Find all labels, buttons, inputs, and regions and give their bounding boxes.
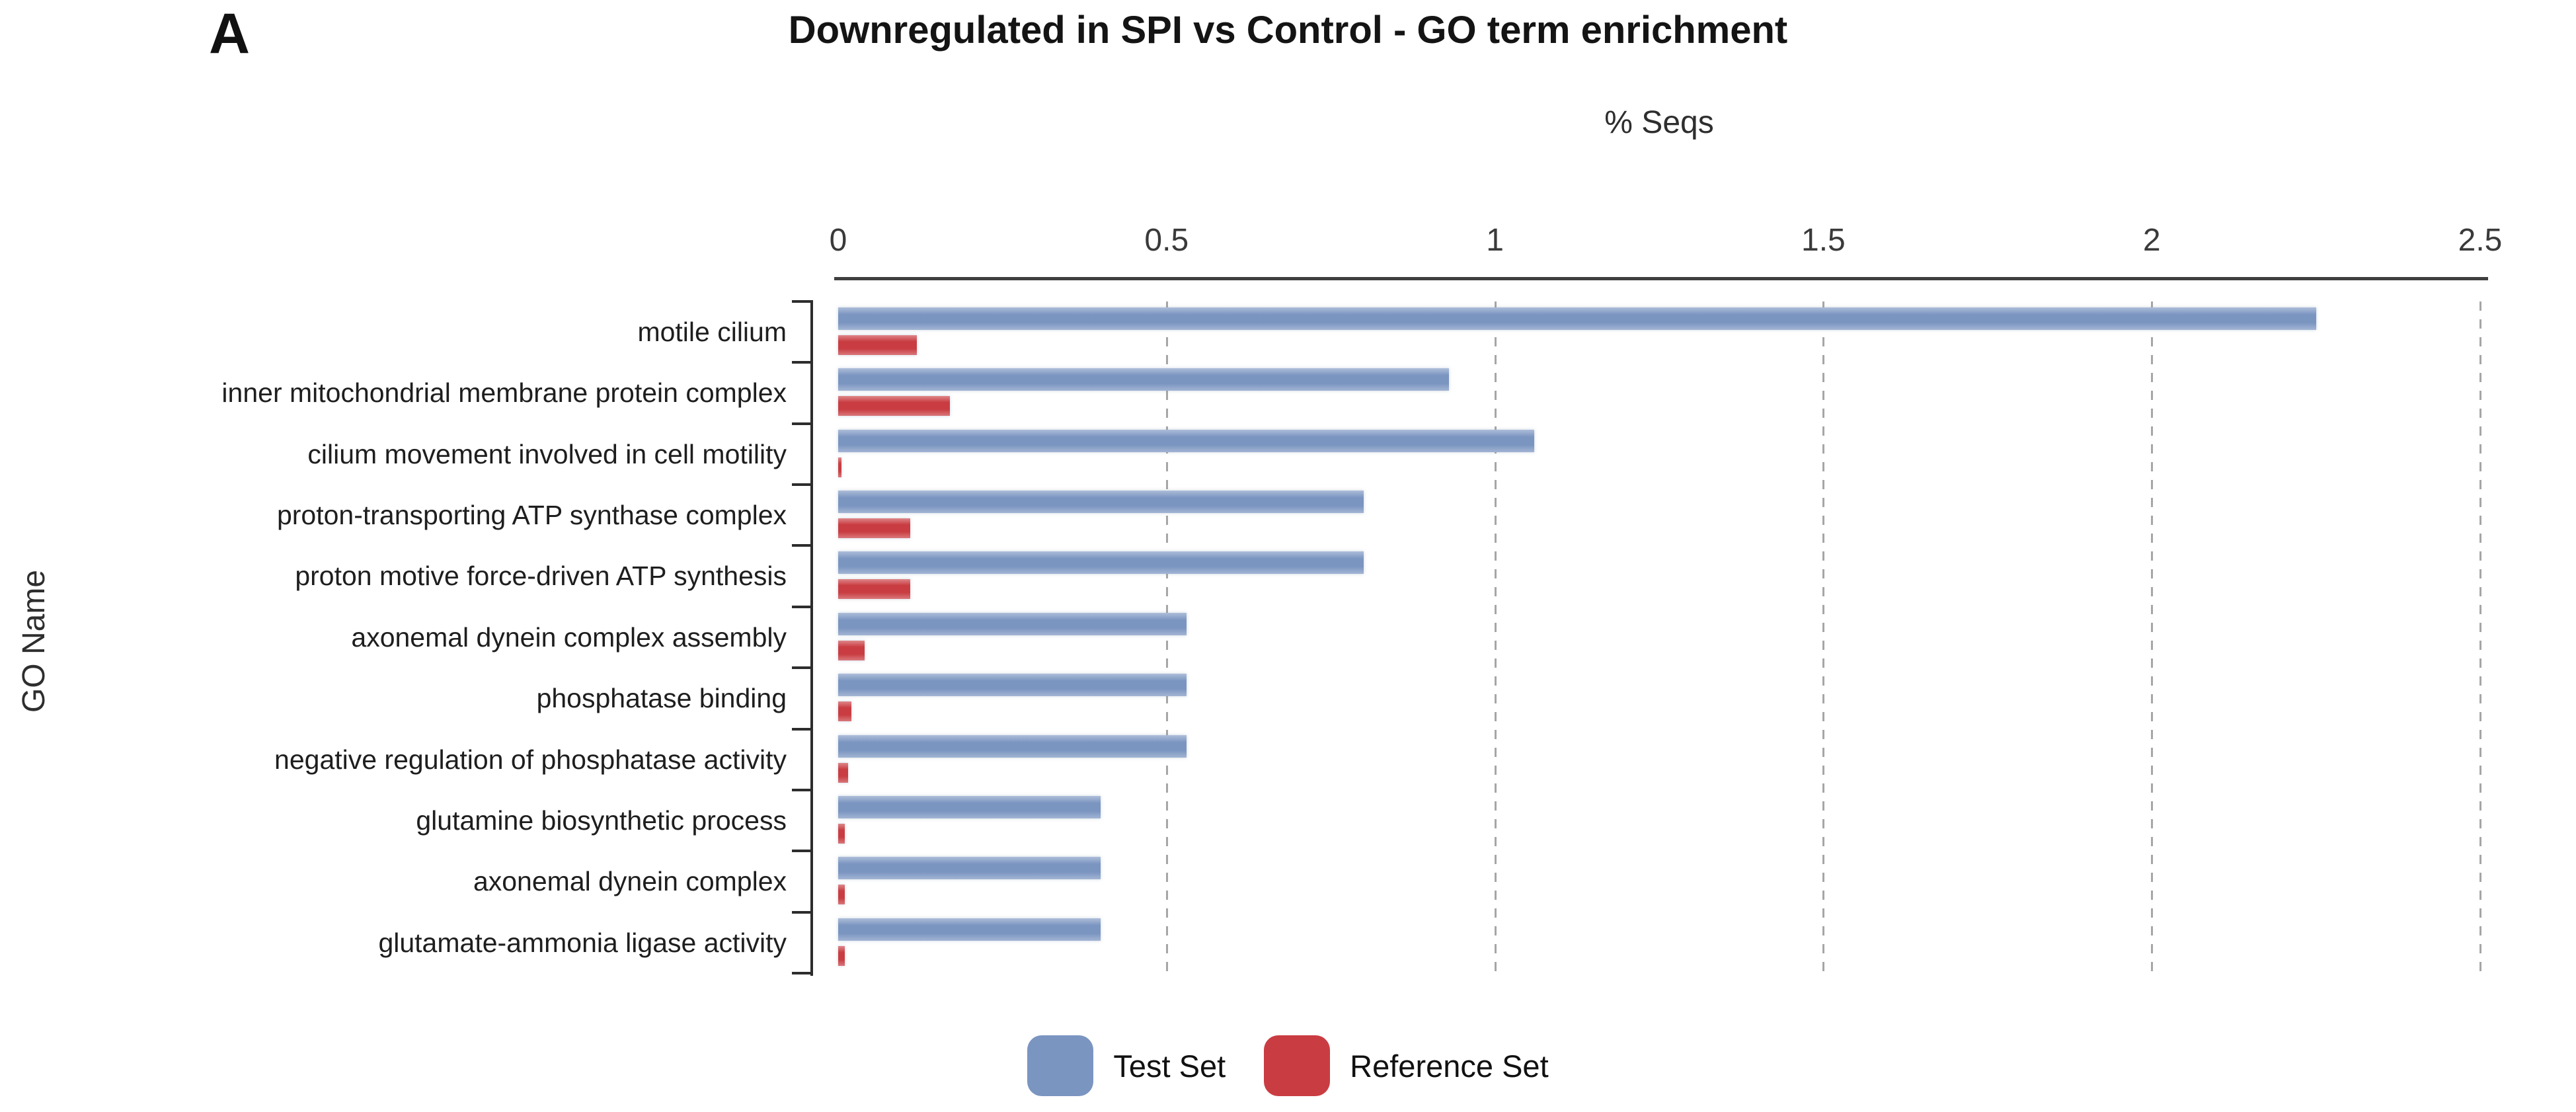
legend: Test Set Reference Set [0, 1033, 2576, 1099]
gridline [1165, 301, 1168, 973]
x-tick-label: 1.5 [1801, 223, 1846, 258]
reference-set-bar [838, 945, 845, 966]
test-set-bar [838, 429, 1535, 452]
test-set-bar [838, 795, 1101, 818]
gridline [2479, 301, 2481, 973]
category-axis-tick [792, 361, 813, 364]
test-set-swatch-icon [1027, 1035, 1094, 1096]
reference-set-bar [838, 885, 845, 905]
gridline [2151, 301, 2154, 973]
legend-label: Test Set [1113, 1048, 1226, 1084]
gridline [1494, 301, 1497, 973]
gridline [1822, 301, 1825, 973]
x-tick-label: 2.5 [2458, 223, 2503, 258]
category-axis-tick [792, 605, 813, 608]
category-axis-tick [792, 544, 813, 547]
category-label: axonemal dynein complex [473, 866, 787, 897]
category-label: negative regulation of phosphatase activ… [274, 744, 787, 775]
reference-set-bar [838, 762, 848, 783]
x-tick-label: 2 [2142, 223, 2161, 258]
x-axis-title: % Seqs [1604, 105, 1714, 140]
test-set-bar [838, 551, 1364, 575]
reference-set-bar [838, 701, 851, 722]
test-set-bar [838, 612, 1187, 635]
test-set-bar [838, 674, 1187, 697]
category-label: axonemal dynein complex assembly [351, 621, 787, 653]
legend-item-reference-set: Reference Set [1264, 1035, 1549, 1096]
category-label: glutamine biosynthetic process [416, 805, 787, 836]
category-axis-tick [792, 972, 813, 974]
category-label: phosphatase binding [536, 683, 787, 714]
category-axis-tick [792, 300, 813, 303]
category-label: cilium movement involved in cell motilit… [307, 438, 787, 469]
category-axis-line [810, 301, 813, 976]
x-tick-label: 0 [829, 223, 847, 258]
reference-set-bar [838, 457, 841, 477]
reference-set-bar [838, 335, 917, 355]
legend-item-test-set: Test Set [1027, 1035, 1226, 1096]
legend-label: Reference Set [1350, 1048, 1549, 1084]
reference-set-bar [838, 640, 865, 660]
panel-label: A [209, 2, 251, 65]
x-axis-line [834, 277, 2488, 280]
category-label: proton motive force-driven ATP synthesis [295, 561, 787, 592]
category-label: motile cilium [637, 317, 787, 347]
category-label: inner mitochondrial membrane protein com… [221, 377, 787, 409]
test-set-bar [838, 368, 1450, 391]
test-set-bar [838, 857, 1101, 880]
reference-set-swatch-icon [1264, 1035, 1331, 1096]
x-tick-label: 1 [1486, 223, 1504, 258]
reference-set-bar [838, 396, 950, 417]
chart-title: Downregulated in SPI vs Control - GO ter… [788, 9, 1788, 52]
category-label: proton-transporting ATP synthase complex [276, 500, 787, 531]
category-axis-tick [792, 666, 813, 670]
category-axis-tick [792, 727, 813, 731]
test-set-bar [838, 918, 1101, 941]
category-label: glutamate-ammonia ligase activity [378, 927, 787, 958]
reference-set-bar [838, 579, 911, 600]
test-set-bar [838, 735, 1187, 758]
x-tick-label: 0.5 [1144, 223, 1189, 258]
category-axis-tick [792, 483, 813, 487]
reference-set-bar [838, 518, 911, 539]
reference-set-bar [838, 823, 845, 844]
test-set-bar [838, 491, 1364, 514]
category-axis-tick [792, 422, 813, 425]
category-axis-tick [792, 850, 813, 853]
category-axis-tick [792, 788, 813, 791]
category-axis-tick [792, 910, 813, 914]
test-set-bar [838, 307, 2316, 330]
